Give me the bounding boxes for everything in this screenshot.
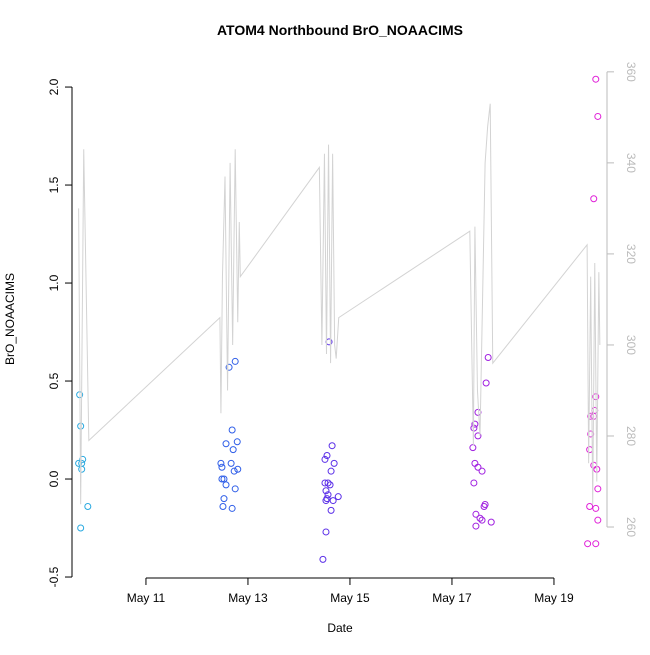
point: [322, 528, 330, 536]
point: [478, 516, 486, 524]
point: [217, 459, 225, 467]
y2-tick-label: 300: [624, 335, 638, 355]
point: [229, 446, 237, 454]
x-tick-label: May 15: [330, 591, 370, 605]
point: [590, 461, 598, 469]
point: [77, 524, 85, 532]
point: [590, 195, 598, 203]
point: [482, 379, 490, 387]
point: [75, 459, 83, 467]
point: [472, 510, 480, 518]
point: [592, 540, 600, 548]
point: [584, 540, 592, 548]
point: [79, 455, 87, 463]
x-tick-label: May 19: [534, 591, 574, 605]
point: [234, 465, 242, 473]
point: [594, 112, 602, 120]
point: [322, 487, 330, 495]
point: [230, 467, 238, 475]
point: [474, 408, 482, 416]
point: [231, 357, 239, 365]
x-tick-label: May 17: [432, 591, 472, 605]
point: [484, 354, 492, 362]
point: [218, 475, 226, 483]
point: [222, 440, 230, 448]
point: [228, 426, 236, 434]
y-tick-label: 0.0: [47, 470, 61, 487]
point: [478, 467, 486, 475]
point: [480, 502, 488, 510]
point: [592, 504, 600, 512]
point: [470, 479, 478, 487]
point: [324, 479, 332, 487]
line: [78, 103, 601, 505]
point: [330, 459, 338, 467]
point: [220, 475, 228, 483]
point: [322, 497, 330, 505]
point: [334, 493, 342, 501]
point: [227, 459, 235, 467]
point: [222, 481, 230, 489]
point: [326, 481, 334, 489]
point: [586, 502, 594, 510]
point: [324, 491, 332, 499]
point: [84, 502, 92, 510]
point: [321, 455, 329, 463]
point: [469, 444, 477, 452]
x-tick-label: May 13: [228, 591, 268, 605]
chart-title: ATOM4 Northbound BrO_NOAACIMS: [217, 22, 463, 38]
y-axis-label: BrO_NOAACIMS: [3, 273, 17, 365]
point: [225, 363, 233, 371]
point: [328, 442, 336, 450]
y2-tick-label: 260: [624, 517, 638, 537]
y-tick-label: -0.5: [47, 566, 61, 587]
point: [219, 502, 227, 510]
point: [233, 438, 241, 446]
point: [472, 522, 480, 530]
point: [327, 467, 335, 475]
point: [592, 75, 600, 83]
point: [231, 485, 239, 493]
point: [471, 420, 479, 428]
y-tick-label: 2.0: [47, 78, 61, 95]
y-tick-label: 1.0: [47, 274, 61, 291]
y-tick-label: 0.5: [47, 372, 61, 389]
point: [319, 555, 327, 563]
point: [471, 459, 479, 467]
point: [329, 497, 337, 505]
point: [78, 465, 86, 473]
point: [77, 422, 85, 430]
y2-tick-label: 320: [624, 244, 638, 264]
point: [476, 514, 484, 522]
point: [220, 495, 228, 503]
point: [591, 406, 599, 414]
point: [474, 463, 482, 471]
x-axis-label: Date: [327, 621, 353, 635]
point: [594, 516, 602, 524]
point: [487, 518, 495, 526]
point: [474, 432, 482, 440]
point: [327, 506, 335, 514]
y2-tick-label: 280: [624, 426, 638, 446]
point: [218, 463, 226, 471]
point: [323, 452, 331, 460]
y-tick-label: 1.5: [47, 176, 61, 193]
y2-tick-label: 340: [624, 153, 638, 173]
point: [228, 504, 236, 512]
point: [594, 485, 602, 493]
x-tick-label: May 11: [127, 591, 166, 605]
y2-tick-label: 360: [624, 62, 638, 82]
